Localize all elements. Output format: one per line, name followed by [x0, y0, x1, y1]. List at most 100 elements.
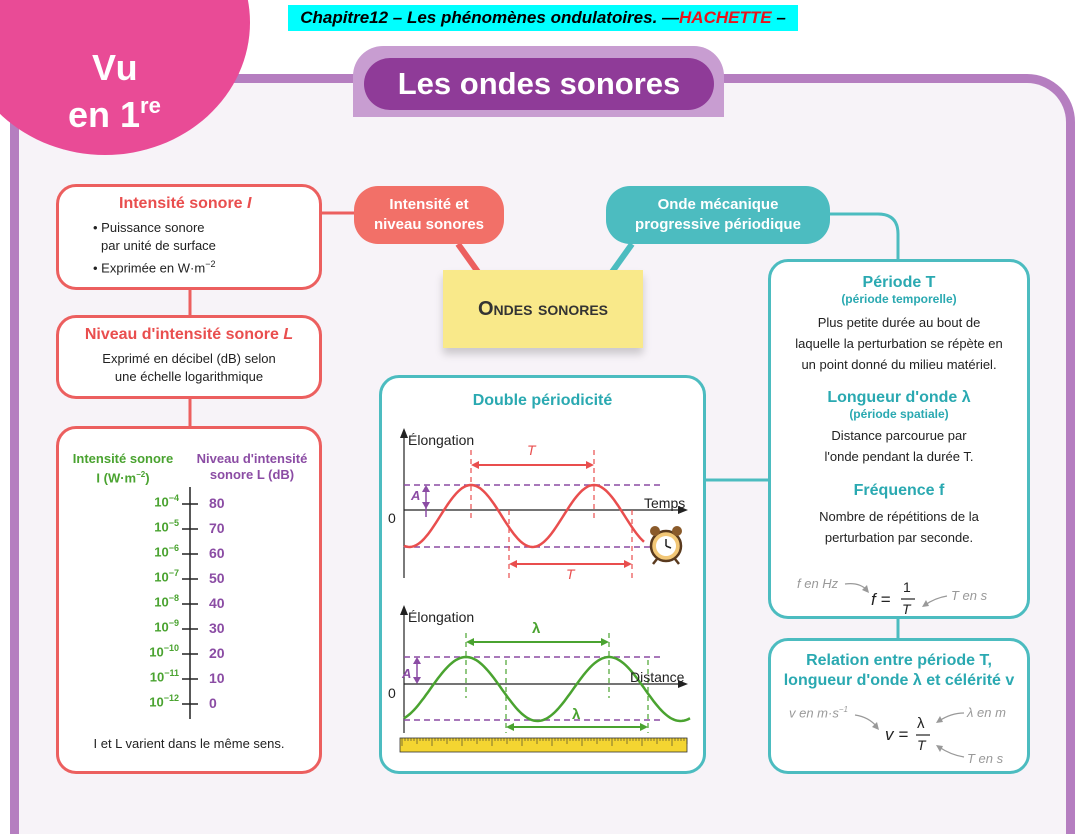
- pill-intensity-level: Intensité et niveau sonores: [354, 186, 504, 244]
- level-box: Niveau d'intensité sonore L Exprimé en d…: [56, 315, 322, 399]
- level-value: 0: [209, 695, 217, 711]
- level-value: 80: [209, 495, 225, 511]
- double-title: Double périodicité: [472, 392, 613, 409]
- scale-note: I et L varient dans le même sens.: [93, 736, 285, 751]
- intensity-unit: • Exprimée en W·m: [93, 260, 206, 276]
- scale-box: Intensité sonore I (W·m−2) Niveau d'inte…: [56, 426, 322, 774]
- intensity-value: 10−10: [149, 643, 179, 660]
- intensity-bullet-2: • Exprimée en W·m−2: [93, 255, 319, 277]
- level-value: 10: [209, 670, 225, 686]
- v-unit-exp: −1: [838, 705, 848, 714]
- level-value: 50: [209, 570, 225, 586]
- g1-zero: 0: [388, 510, 396, 526]
- g1-xlabel: Temps: [644, 495, 686, 511]
- relation-T-unit-label: T en s: [967, 751, 1004, 766]
- period-subtitle: (période temporelle): [841, 292, 957, 306]
- T-unit-label: T en s: [951, 588, 988, 603]
- scale-col2-header: Niveau d'intensité sonore L (dB): [187, 451, 317, 483]
- frequency-arrows: [844, 583, 948, 607]
- g2-ylabel: Élongation: [408, 609, 475, 625]
- g1-period-bottom: T: [566, 566, 575, 582]
- scale-col1-line1: Intensité sonore: [72, 451, 174, 466]
- intensity-value: 10−5: [154, 518, 179, 535]
- frequency-text-1: Nombre de répétitions de la: [819, 509, 979, 524]
- g2-amplitude: A: [402, 666, 412, 681]
- intensity-value: 10−9: [154, 618, 179, 635]
- pill-left-line2: niveau sonores: [373, 216, 485, 233]
- scale-col2-line1: Niveau d'intensité: [196, 451, 308, 466]
- badge-line2: en 1re: [68, 88, 161, 133]
- intensity-value: 10−4: [154, 493, 179, 510]
- header-dash: –: [771, 8, 786, 27]
- intensity-value: 10−8: [154, 593, 179, 610]
- level-value: 60: [209, 545, 225, 561]
- scale-axis: [182, 487, 198, 719]
- wavelength-subtitle: (période spatiale): [849, 407, 949, 421]
- v-numerator: λ: [917, 715, 925, 732]
- level-text-1: Exprimé en décibel (dB) selon: [102, 351, 276, 366]
- f-numerator: 1: [903, 579, 911, 595]
- pill-right-line1: Onde mécanique: [657, 196, 779, 213]
- scale-col1-unit: I (W·m: [96, 470, 137, 486]
- scale-col1-close: ): [145, 470, 150, 486]
- relation-title-1: Relation entre période T,: [806, 652, 992, 669]
- intensity-value: 10−7: [154, 568, 179, 585]
- intensity-value: 10−12: [149, 693, 179, 710]
- page-title: Les ondes sonores: [364, 58, 714, 110]
- g2-lambda-bottom: λ: [572, 706, 581, 723]
- double-periodicity-box: Double périodicité: [379, 375, 706, 774]
- f-denominator: T: [902, 601, 911, 617]
- g2-zero: 0: [388, 685, 396, 701]
- wavelength-text-2: l'onde pendant la durée T.: [824, 449, 974, 464]
- intensity-value: 10−11: [149, 668, 179, 685]
- badge-line1: Vu: [92, 47, 139, 88]
- period-text-3: un point donné du milieu matériel.: [801, 357, 997, 372]
- scale-col2-line2: sonore L (dB): [209, 467, 295, 482]
- relation-box: Relation entre période T, longueur d'ond…: [768, 638, 1030, 774]
- level-value: 20: [209, 645, 225, 661]
- period-text-1: Plus petite durée au bout de: [817, 315, 981, 330]
- relation-arrows: [854, 712, 965, 758]
- scale-col1-exp: −2: [136, 470, 146, 479]
- intensity-value: 10−6: [154, 543, 179, 560]
- g2-xlabel: Distance: [630, 669, 685, 685]
- intensity-title-text: Intensité sonore: [119, 195, 243, 212]
- chapter-text: Chapitre12 – Les phénomènes ondulatoires…: [300, 8, 680, 27]
- wavelength-text-1: Distance parcourue par: [831, 428, 967, 443]
- center-label: Ondes sonores: [443, 270, 643, 348]
- intensity-bullet-1: • Puissance sonore: [93, 220, 205, 235]
- period-text-2: laquelle la perturbation se répète en: [795, 336, 1003, 351]
- v-unit-text: v en m·s: [789, 705, 839, 721]
- f-equation: f =: [871, 590, 891, 609]
- badge-sup: re: [140, 93, 161, 118]
- intensity-symbol: I: [247, 195, 252, 212]
- level-symbol: L: [283, 326, 294, 343]
- pill-left-line1: Intensité et: [389, 196, 469, 213]
- lambda-unit-label: λ en m: [967, 705, 1006, 720]
- scale-col1-header: Intensité sonore I (W·m−2): [63, 451, 183, 486]
- g1-ylabel: Élongation: [408, 432, 475, 448]
- relation-title-2: longueur d'onde λ et célérité v: [783, 672, 1015, 689]
- v-equation: v =: [885, 725, 909, 744]
- intensity-bullet-1b: par unité de surface: [101, 238, 216, 253]
- frequency-title: Fréquence f: [853, 482, 945, 499]
- intensity-title: Intensité sonore I: [119, 195, 319, 213]
- level-value: 40: [209, 595, 225, 611]
- f-unit-label: f en Hz: [797, 576, 839, 591]
- g1-period-top: T: [527, 442, 536, 458]
- g2-lambda-top: λ: [532, 620, 541, 637]
- v-unit-label: v en m·s−1: [789, 705, 848, 720]
- intensity-values: 10−4 10−5 10−6 10−7 10−8 10−9 10−10 10−1…: [129, 493, 179, 718]
- wave-graphs: [399, 428, 691, 753]
- v-denominator: T: [917, 737, 926, 753]
- pill-right-line2: progressive périodique: [635, 216, 801, 233]
- pill-mechanical-wave: Onde mécanique progressive périodique: [606, 186, 830, 244]
- level-title: Niveau d'intensité sonore L: [59, 326, 319, 344]
- intensity-box: Intensité sonore I • Puissance sonore pa…: [56, 184, 322, 290]
- level-values: 80 70 60 50 40 30 20 10 0: [209, 495, 249, 720]
- chapter-header: Chapitre12 – Les phénomènes ondulatoires…: [288, 5, 798, 31]
- level-value: 30: [209, 620, 225, 636]
- wavelength-title: Longueur d'onde λ: [827, 389, 971, 406]
- definitions-box: Période T (période temporelle) Plus peti…: [768, 259, 1030, 619]
